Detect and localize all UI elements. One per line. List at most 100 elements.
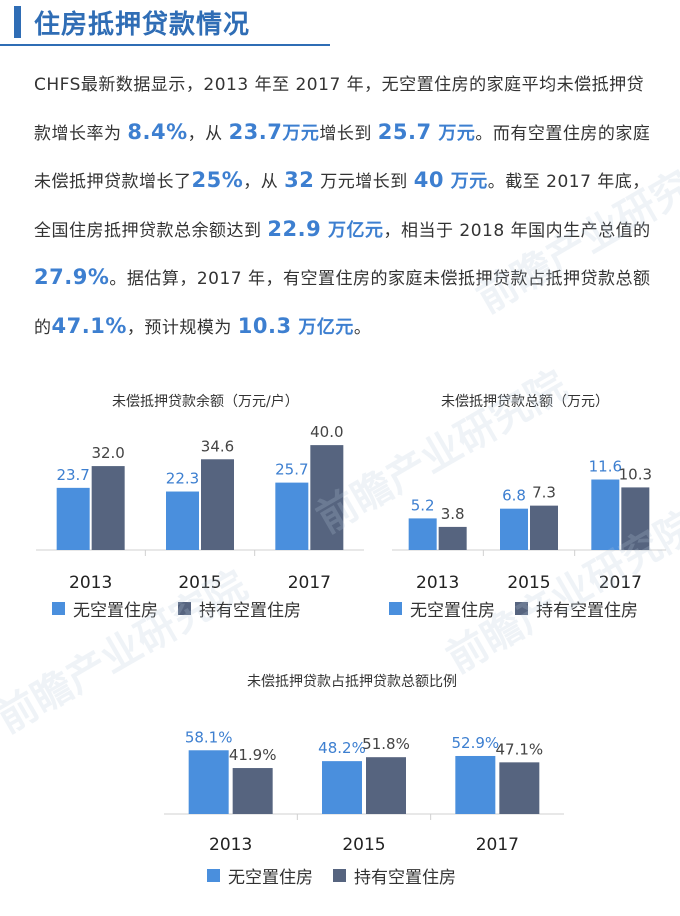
- highlight-text: 47.1%: [51, 313, 127, 338]
- x-tick-label: 2015: [342, 835, 385, 855]
- bar-series1-2017: [275, 482, 309, 550]
- data-label: 51.8%: [362, 735, 410, 753]
- bar-series2-2015: [366, 757, 406, 814]
- summary-paragraph: CHFS最新数据显示，2013 年至 2017 年，无空置住房的家庭平均未偿抵押…: [34, 62, 654, 351]
- legend-label-series2: 持有空置住房: [536, 601, 638, 621]
- legend-swatch-series2: [178, 602, 191, 615]
- highlight-text: 27.9%: [34, 265, 110, 289]
- chart3-legend: 无空置住房 持有空置住房: [207, 863, 476, 888]
- paragraph-text: 。截至 2017 年底，全国住房抵押贷款总余额达到: [34, 172, 650, 241]
- highlight-text: 25%: [191, 168, 244, 192]
- paragraph-text: 。而有空置住房的家庭未偿抵押贷款增长了: [34, 123, 651, 193]
- legend-swatch-series2: [333, 869, 346, 882]
- data-label: 58.1%: [185, 728, 233, 746]
- highlight-text: 10.3: [237, 313, 292, 338]
- highlight-text: 万元: [282, 122, 320, 144]
- x-tick-label: 2017: [476, 835, 519, 855]
- bar-series1-2013: [188, 750, 229, 814]
- paragraph-text: ，预计规模为: [126, 317, 238, 338]
- legend-swatch-series2: [515, 602, 528, 615]
- paragraph-text: 。据估算，2017 年，有空置住房的家庭未偿抵押贷款占抵押贷款总额的: [34, 269, 651, 338]
- data-label: 52.9%: [452, 734, 500, 752]
- chart1-title: 未偿抵押贷款余额（万元/户）: [112, 394, 299, 410]
- legend-label-series1: 无空置住房: [228, 868, 313, 888]
- bar-series2-2013: [91, 466, 125, 550]
- legend-swatch-series1: [52, 602, 65, 615]
- data-label: 40.0: [310, 423, 343, 441]
- legend-label-series1: 无空置住房: [410, 601, 495, 621]
- highlight-text: 万亿元: [291, 316, 354, 338]
- data-label: 10.3: [619, 465, 652, 483]
- paragraph-text: 增长到: [319, 123, 378, 144]
- page-title: 住房抵押贷款情况: [34, 10, 251, 40]
- legend-item-series2: 持有空置住房: [178, 596, 301, 621]
- data-label: 41.9%: [229, 746, 277, 764]
- highlight-text: 万亿元: [321, 219, 384, 241]
- paragraph-text: CHFS最新数据显示，2013 年至 2017 年，无空置住房的家庭平均未偿抵押…: [34, 75, 645, 144]
- highlight-text: 22.9: [267, 216, 322, 241]
- bar-series2-2017: [310, 445, 344, 550]
- x-tick-label: 2017: [599, 573, 642, 593]
- bar-series1-2015: [166, 491, 199, 550]
- chart2-svg: 5.2 3.8 2013 6.8 7.3 2015 11.610.3 2017: [392, 458, 666, 593]
- x-tick-label: 2015: [178, 573, 221, 593]
- legend-item-series1: 无空置住房: [52, 596, 158, 621]
- bar-series2-2013: [438, 526, 467, 550]
- data-label: 25.7: [275, 461, 308, 479]
- data-label: 11.6: [589, 458, 622, 476]
- data-label: 47.1%: [496, 740, 544, 758]
- legend-item-series1: 无空置住房: [389, 596, 495, 621]
- data-label: 3.8: [441, 505, 465, 523]
- highlight-text: 万元: [443, 171, 488, 192]
- x-tick-label: 2013: [209, 835, 252, 855]
- legend-label-series2: 持有空置住房: [199, 601, 301, 621]
- legend-item-series2: 持有空置住房: [515, 596, 638, 621]
- legend-item-series2: 持有空置住房: [333, 863, 456, 888]
- bar-series2-2017: [621, 487, 650, 550]
- chart1-legend: 无空置住房 持有空置住房: [52, 596, 321, 621]
- chart3-svg: 58.1%41.9% 2013 48.2%51.8% 2015 52.9%47.1% 20…: [164, 728, 564, 855]
- data-label: 22.3: [166, 470, 199, 488]
- bar-series1-2013: [56, 487, 90, 550]
- title-bar: [0, 4, 160, 40]
- highlight-text: 32: [284, 168, 315, 192]
- paragraph-text: ，从: [187, 123, 229, 144]
- legend-swatch-series1: [207, 869, 220, 882]
- paragraph-text: 万元增长到: [314, 172, 414, 192]
- legend-swatch-series1: [389, 602, 402, 615]
- chart2-legend: 无空置住房 持有空置住房: [389, 596, 658, 621]
- bar-series2-2015: [201, 459, 234, 550]
- data-label: 6.8: [502, 487, 526, 505]
- title-accent: [14, 6, 21, 38]
- bar-series2-2015: [530, 505, 558, 550]
- bar-series1-2017: [591, 479, 620, 550]
- chart2-title: 未偿抵押贷款总额（万元）: [441, 394, 609, 410]
- data-label: 34.6: [201, 437, 234, 455]
- data-label: 23.7: [56, 466, 89, 484]
- bar-series1-2015: [322, 761, 362, 814]
- x-tick-label: 2013: [416, 573, 459, 593]
- data-label: 32.0: [91, 444, 124, 462]
- data-label: 5.2: [411, 496, 435, 514]
- paragraph-text: 。: [353, 317, 372, 338]
- legend-label-series2: 持有空置住房: [354, 868, 456, 888]
- data-label: 48.2%: [318, 739, 366, 757]
- bar-series1-2017: [455, 755, 496, 814]
- bar-series1-2015: [500, 508, 528, 550]
- data-label: 7.3: [532, 484, 556, 502]
- chart3-title: 未偿抵押贷款占抵押贷款总额比例: [247, 674, 457, 690]
- title-underline: [0, 44, 330, 46]
- highlight-text: 23.7: [228, 119, 283, 144]
- bar-series1-2013: [408, 518, 437, 550]
- x-tick-label: 2013: [69, 573, 112, 593]
- legend-item-series1: 无空置住房: [207, 863, 313, 888]
- highlight-text: 万元: [431, 122, 476, 144]
- bar-series2-2017: [499, 762, 540, 814]
- paragraph-text: ，从: [243, 172, 285, 192]
- highlight-text: 40: [413, 168, 444, 192]
- paragraph-text: ，相当于 2018 年国内生产总值的: [383, 220, 651, 241]
- x-tick-label: 2015: [507, 573, 550, 593]
- highlight-text: 8.4%: [127, 119, 188, 144]
- x-tick-label: 2017: [288, 573, 331, 593]
- bar-series2-2013: [232, 768, 273, 814]
